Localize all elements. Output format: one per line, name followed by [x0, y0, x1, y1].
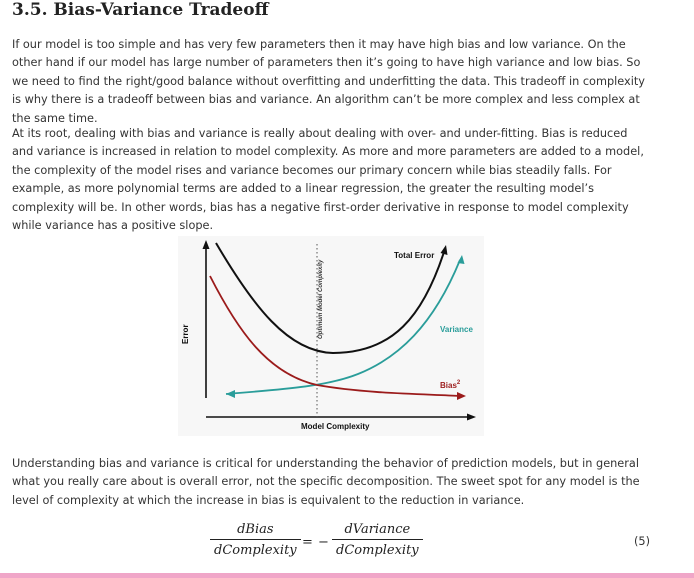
variance-curve-arrow [457, 255, 465, 264]
bias-label-superscript: 2 [457, 380, 461, 386]
minus-sign: − [318, 535, 329, 550]
lhs-numerator: dBias [210, 522, 301, 540]
y-axis-arrow [202, 240, 210, 249]
lhs-denominator: dComplexity [214, 543, 297, 558]
x-axis-label: Model Complexity [301, 422, 370, 431]
rhs-numerator: dVariance [332, 522, 423, 540]
rhs-denominator: dComplexity [336, 543, 419, 558]
rhs-fraction: dVariance dComplexity [332, 522, 423, 558]
variance-curve [225, 259, 461, 395]
paragraph-understanding: Understanding bias and variance is criti… [12, 457, 640, 507]
y-axis-label: Error [181, 324, 190, 344]
bottom-accent-bar [0, 573, 694, 578]
bias-curve-arrow [457, 392, 466, 400]
total-error-curve [215, 242, 445, 355]
equals-sign: = [302, 535, 313, 550]
variance-curve-left-arrow [226, 390, 235, 398]
variance-label: Variance [440, 325, 473, 334]
bias-label-text: Bias [440, 381, 457, 390]
optimum-complexity-label: Optimum Model Complexity [318, 259, 324, 339]
lhs-fraction: dBias dComplexity [210, 522, 301, 558]
bias-label: Bias2 [440, 380, 461, 390]
bias-curve [209, 275, 461, 397]
x-axis-arrow [467, 413, 476, 421]
bias-variance-diagram: Total Error Variance Bias2 Optimum Model… [181, 240, 476, 431]
section-title: 3.5. Bias-Variance Tradeoff [12, 0, 269, 20]
bias-variance-figure: Total Error Variance Bias2 Optimum Model… [178, 236, 484, 436]
paragraph-root: At its root, dealing with bias and varia… [12, 127, 644, 233]
paragraph-intro: If our model is too simple and has very … [12, 38, 645, 125]
total-error-arrow [440, 245, 448, 255]
total-error-label: Total Error [394, 251, 434, 260]
equation-number: (5) [633, 535, 650, 548]
